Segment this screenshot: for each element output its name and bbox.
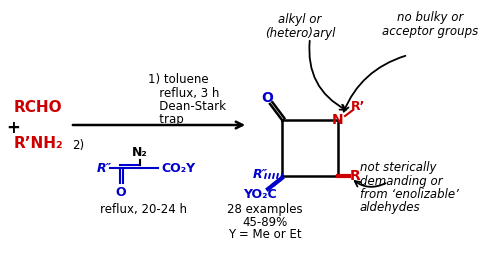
Text: (hetero)aryl: (hetero)aryl xyxy=(265,27,335,39)
Text: 28 examples: 28 examples xyxy=(227,204,303,217)
Text: O: O xyxy=(116,186,126,198)
Text: R’: R’ xyxy=(351,100,365,112)
Text: YO₂C: YO₂C xyxy=(243,187,277,200)
Text: acceptor groups: acceptor groups xyxy=(382,25,478,37)
Text: +: + xyxy=(6,119,20,137)
Text: N: N xyxy=(332,113,344,127)
Text: trap: trap xyxy=(148,112,184,125)
Text: RCHO: RCHO xyxy=(14,101,62,115)
Text: R″: R″ xyxy=(252,167,268,180)
Text: O: O xyxy=(261,91,273,105)
Text: N₂: N₂ xyxy=(132,146,148,159)
Text: demanding or: demanding or xyxy=(360,175,442,187)
Text: Y = Me or Et: Y = Me or Et xyxy=(228,228,302,240)
Text: R’NH₂: R’NH₂ xyxy=(13,135,63,151)
Text: not sterically: not sterically xyxy=(360,162,436,175)
Text: 1) toluene: 1) toluene xyxy=(148,73,208,87)
Text: R: R xyxy=(350,169,360,183)
Text: 45-89%: 45-89% xyxy=(242,216,288,229)
Text: R″: R″ xyxy=(96,162,112,175)
Text: alkyl or: alkyl or xyxy=(278,14,322,27)
Text: 2): 2) xyxy=(72,138,84,152)
Text: reflux, 20-24 h: reflux, 20-24 h xyxy=(100,204,186,217)
Text: from ‘enolizable’: from ‘enolizable’ xyxy=(360,187,459,200)
Text: no bulky or: no bulky or xyxy=(397,12,463,25)
Text: aldehydes: aldehydes xyxy=(360,200,420,214)
Text: Dean-Stark: Dean-Stark xyxy=(148,100,226,112)
Text: reflux, 3 h: reflux, 3 h xyxy=(148,87,220,100)
Text: CO₂Y: CO₂Y xyxy=(161,162,195,175)
